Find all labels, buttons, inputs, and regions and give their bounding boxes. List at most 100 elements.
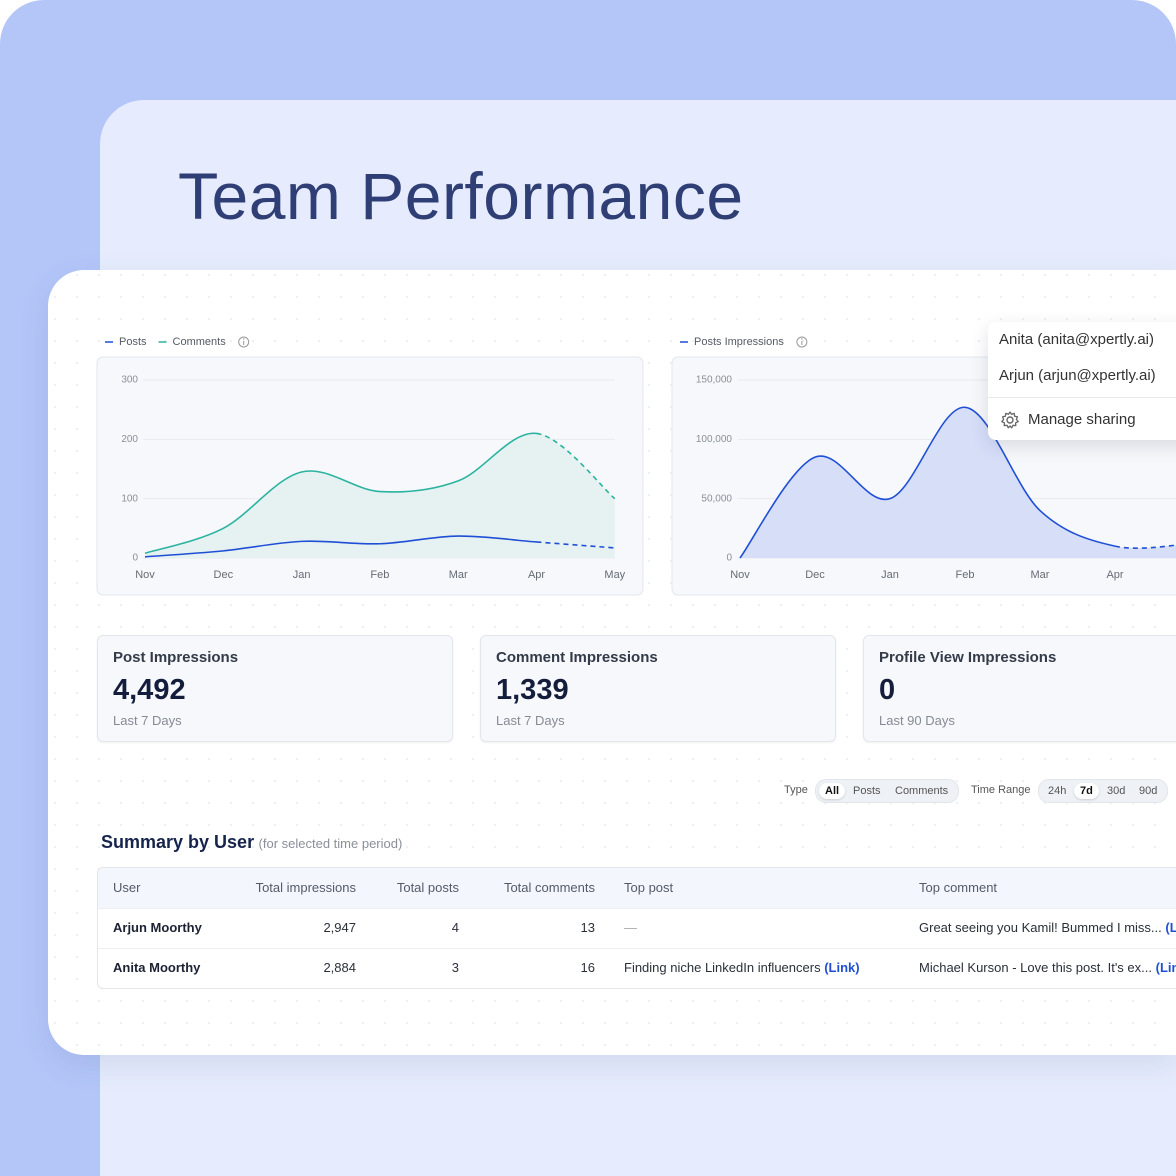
area-fill [740, 407, 1176, 558]
x-tick-label: Feb [370, 569, 389, 581]
row-separator [98, 948, 1176, 949]
x-tick-label: Dec [805, 569, 825, 581]
y-tick-label: 50,000 [701, 493, 732, 504]
y-tick-label: 0 [132, 553, 138, 564]
stat-label: Profile View Impressions [879, 649, 1057, 666]
info-icon-dot [801, 338, 803, 340]
legend-label: Posts Impressions [694, 336, 784, 348]
column-header: Total posts [396, 880, 459, 895]
cell-text: Finding niche LinkedIn influencers [624, 960, 821, 975]
dashboard-card: 0 100 200 300 Nov Dec Jan Feb Mar Apr May Posts Comm… [48, 270, 1176, 1055]
x-tick-label: Apr [528, 569, 545, 581]
series-line-projected [536, 541, 615, 549]
dashboard-content: 0 100 200 300 Nov Dec Jan Feb Mar Apr May Posts Comm… [48, 270, 1176, 1055]
menu-user[interactable]: Anita (anita@xpertly.ai) [999, 331, 1155, 348]
cell-link[interactable]: (Link) [1155, 960, 1176, 975]
x-tick-label: Dec [214, 569, 234, 581]
stat-label: Post Impressions [113, 649, 239, 666]
menu-divider [988, 397, 1176, 398]
stat-value: 4,492 [113, 674, 186, 706]
y-tick-label: 100,000 [696, 434, 733, 445]
filter-label: Time Range [971, 784, 1031, 796]
y-tick-label: 200 [121, 434, 138, 445]
page-title: Team Performance [178, 159, 744, 233]
column-header: Top comment [919, 880, 998, 895]
y-tick-label: 150,000 [696, 375, 733, 386]
sharing-menu: Anita (anita@xpertly.ai) Arjun (arjun@xp… [988, 322, 1176, 440]
x-tick-label: May [604, 569, 625, 581]
stat-value: 0 [879, 674, 896, 706]
table-cell: 3 [451, 960, 459, 975]
filter-option[interactable]: All [819, 783, 846, 799]
stat-card: Comment Impressions 1,339 Last 7 Days [480, 635, 836, 742]
table-cell: 4 [451, 920, 459, 935]
table-cell: 16 [580, 960, 595, 975]
x-tick-label: Jan [881, 569, 899, 581]
menu-action[interactable]: Manage sharing [1028, 411, 1136, 428]
filter-option[interactable]: 90d [1139, 785, 1158, 797]
filter-option[interactable]: Posts [853, 785, 881, 797]
series-line-projected [536, 432, 616, 500]
y-tick-label: 300 [121, 375, 138, 386]
column-header: Top post [624, 880, 674, 895]
table-cell: — [624, 920, 637, 936]
area-fill [145, 433, 615, 558]
y-tick-label: 0 [726, 553, 732, 564]
table-cell: 13 [580, 920, 595, 935]
filter-group: 24h 7d 30d 90d [1038, 779, 1168, 803]
filter-option[interactable]: Comments [895, 785, 949, 797]
series-line [144, 432, 537, 555]
column-header: User [113, 880, 141, 895]
stat-value: 1,339 [496, 674, 569, 706]
stat-period: Last 7 Days [496, 713, 565, 728]
user-name: Anita Moorthy [113, 960, 201, 975]
table-cell: Great seeing you Kamil! Bummed I miss...… [919, 920, 1176, 936]
table-cell: Finding niche LinkedIn influencers (Link… [624, 960, 860, 976]
row-separator [98, 908, 1176, 909]
column-header: Total impressions [255, 880, 356, 895]
summary-table: User Total impressions Total posts Total co… [97, 867, 1176, 989]
table-cell: 2,947 [323, 920, 356, 935]
cell-text: Great seeing you Kamil! Bummed I miss... [919, 920, 1162, 935]
stat-card: Profile View Impressions 0 Last 90 Days [863, 635, 1176, 742]
user-name: Arjun Moorthy [113, 920, 202, 935]
series-line [144, 535, 537, 558]
summary-heading: Summary by User (for selected time perio… [101, 832, 402, 853]
info-icon [796, 336, 808, 348]
gear-icon [1001, 411, 1019, 429]
series-line [739, 406, 1116, 559]
summary-note: (for selected time period) [258, 836, 403, 851]
filter-option[interactable]: 7d [1074, 783, 1099, 799]
stat-period: Last 7 Days [113, 713, 182, 728]
cell-text: — [624, 920, 637, 935]
x-tick-label: Feb [956, 569, 975, 581]
column-header: Total comments [503, 880, 595, 895]
cell-link[interactable]: (Link) [1165, 920, 1176, 935]
filter-option[interactable]: 30d [1107, 785, 1126, 797]
cell-text: Michael Kurson - Love this post. It's ex… [919, 960, 1152, 975]
legend-label: Posts [119, 336, 147, 348]
info-icon [238, 336, 250, 348]
x-tick-label: Mar [449, 569, 468, 581]
stat-label: Comment Impressions [496, 649, 658, 666]
x-tick-label: Apr [1106, 569, 1123, 581]
filter-label: Type [784, 784, 808, 796]
x-tick-label: Nov [730, 569, 750, 581]
menu-user[interactable]: Arjun (arjun@xpertly.ai) [999, 367, 1156, 384]
x-tick-label: Mar [1031, 569, 1050, 581]
x-tick-label: Nov [135, 569, 155, 581]
filter-group: All Posts Comments [815, 779, 959, 803]
filter-option[interactable]: 24h [1048, 785, 1067, 797]
table-cell: Michael Kurson - Love this post. It's ex… [919, 960, 1176, 976]
x-tick-label: Jan [293, 569, 311, 581]
table-header [98, 868, 1176, 908]
info-icon-dot [243, 338, 245, 340]
summary-title: Summary by User [101, 832, 255, 852]
legend-label: Comments [173, 336, 227, 348]
y-tick-label: 100 [121, 493, 138, 504]
stat-card: Post Impressions 4,492 Last 7 Days [97, 635, 453, 742]
cell-link[interactable]: (Link) [824, 960, 860, 975]
table-cell: 2,884 [323, 960, 356, 975]
stat-period: Last 90 Days [879, 713, 955, 728]
